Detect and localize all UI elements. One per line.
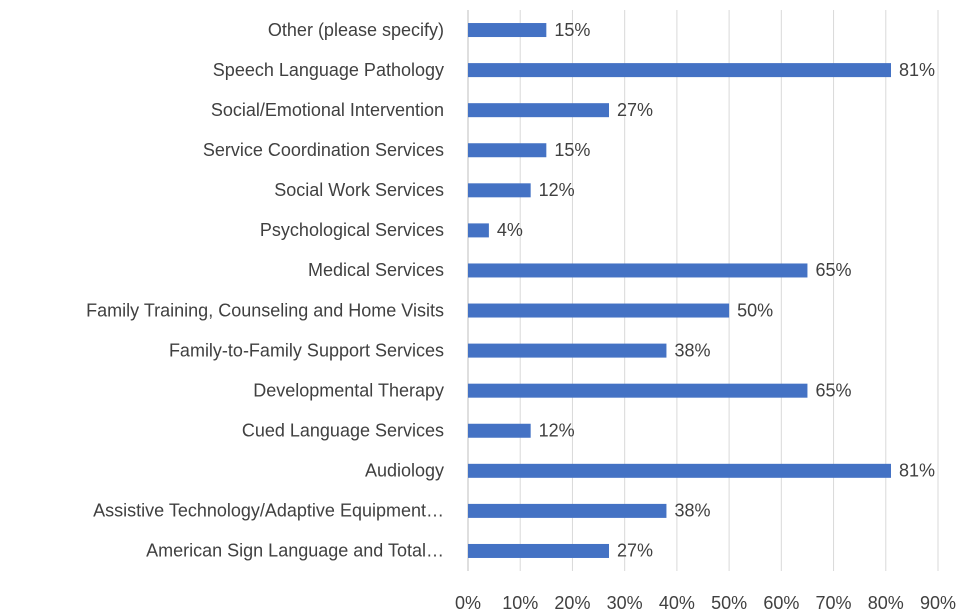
- bar: [468, 503, 667, 518]
- bar: [468, 383, 808, 398]
- y-tick-label: Social/Emotional Intervention: [211, 100, 444, 120]
- y-tick-label: Family-to-Family Support Services: [169, 340, 444, 360]
- bar: [468, 303, 730, 318]
- bar: [468, 543, 609, 558]
- data-label: 27%: [617, 100, 653, 120]
- data-label: 4%: [497, 220, 523, 240]
- bar: [468, 103, 609, 118]
- x-tick-label: 50%: [711, 593, 747, 613]
- x-tick-label: 90%: [920, 593, 956, 613]
- y-tick-label: Audiology: [365, 461, 444, 481]
- y-tick-label: American Sign Language and Total…: [146, 541, 444, 561]
- x-tick-label: 80%: [868, 593, 904, 613]
- y-tick-label: Medical Services: [308, 260, 444, 280]
- bar: [468, 143, 547, 158]
- data-label: 38%: [674, 501, 710, 521]
- bar: [468, 263, 808, 278]
- bar: [468, 423, 531, 438]
- bar: [468, 343, 667, 358]
- bar: [468, 463, 891, 478]
- y-tick-label: Developmental Therapy: [253, 380, 444, 400]
- x-tick-label: 40%: [659, 593, 695, 613]
- y-tick-label: Social Work Services: [274, 180, 444, 200]
- y-tick-label: Other (please specify): [268, 20, 444, 40]
- data-label: 65%: [815, 260, 851, 280]
- bar: [468, 223, 489, 238]
- data-label: 50%: [737, 300, 773, 320]
- y-tick-label: Psychological Services: [260, 220, 444, 240]
- bar: [468, 23, 547, 38]
- data-label: 81%: [899, 60, 935, 80]
- data-label: 65%: [815, 380, 851, 400]
- data-label: 15%: [554, 20, 590, 40]
- bar: [468, 183, 531, 198]
- data-label: 15%: [554, 140, 590, 160]
- data-label: 12%: [539, 421, 575, 441]
- x-tick-label: 20%: [554, 593, 590, 613]
- y-tick-label: Service Coordination Services: [203, 140, 444, 160]
- x-tick-label: 30%: [607, 593, 643, 613]
- y-tick-label: Assistive Technology/Adaptive Equipment…: [93, 501, 444, 521]
- y-tick-label: Family Training, Counseling and Home Vis…: [86, 300, 444, 320]
- x-tick-label: 60%: [763, 593, 799, 613]
- x-tick-label: 0%: [455, 593, 481, 613]
- y-tick-label: Cued Language Services: [242, 421, 444, 441]
- y-tick-label: Speech Language Pathology: [213, 60, 444, 80]
- data-label: 81%: [899, 461, 935, 481]
- data-label: 27%: [617, 541, 653, 561]
- data-label: 12%: [539, 180, 575, 200]
- data-label: 38%: [674, 340, 710, 360]
- bar: [468, 63, 891, 78]
- x-tick-label: 70%: [816, 593, 852, 613]
- x-tick-label: 10%: [502, 593, 538, 613]
